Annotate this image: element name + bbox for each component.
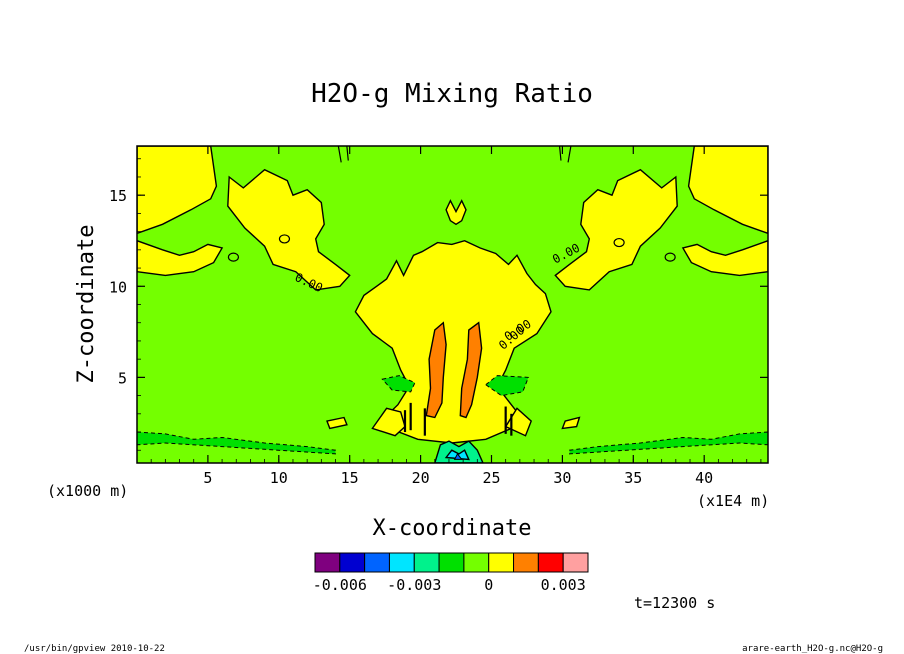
x-tick-label: 40 [695,469,713,487]
colorbar-swatch [438,552,465,573]
colorbar-swatch [463,552,490,573]
footer-right: arare-earth_H2O-g.nc@H2O-g [742,644,883,654]
contour-top-line [567,146,572,163]
contour-loop [227,252,240,262]
x-tick-label: 35 [624,469,642,487]
contour-band-mid-left [381,375,416,393]
contour-patch-right-low [561,416,581,430]
contour-patch-left-root [371,407,406,437]
x-tick-label: 5 [203,469,212,487]
plot-area: 0.000.000.000.00 [137,146,768,463]
x-tick-label: 30 [553,469,571,487]
contour-loop [664,252,676,262]
colorbar-swatch [488,552,515,573]
colorbar-swatch [364,552,390,573]
contour-region-right-band [681,239,768,277]
y-tick-label: 10 [109,278,127,296]
contour-top-line [337,146,342,163]
footer-left: /usr/bin/gpview 2010-10-22 [24,644,165,654]
x-tick-label: 20 [412,469,430,487]
y-tick-label: 5 [118,369,127,387]
contour-patch-left-low [326,416,348,430]
colorbar-tick-label: 0 [484,576,493,594]
time-label: t=12300 s [634,594,715,612]
colorbar-swatch [562,552,589,573]
y-axis: 5 10 15 [109,158,768,451]
contour-top-line [558,146,562,161]
colorbar-tick-label: -0.003 [387,576,441,594]
colorbar-tick-label: -0.006 [313,576,367,594]
colorbar-swatch [537,552,564,573]
x-tick-label: 25 [482,469,500,487]
contour-region-left-band [137,239,224,277]
colorbar-swatch [513,552,539,573]
y-axis-label: Z-coordinate [74,225,99,384]
colorbar-swatch [314,552,341,573]
x-tick-label: 15 [341,469,359,487]
y-tick-label: 15 [109,187,127,205]
colorbar-swatch [339,552,366,573]
contour-region-upper-left [137,146,218,235]
contour-region-left-arm [227,168,351,291]
chart-title: H2O-g Mixing Ratio [311,79,593,109]
contour-loop [613,237,625,248]
contour-band-low-right [569,431,768,455]
x-unit-left: (x1000 m) [47,482,128,500]
contour-region-base-blue [453,452,463,460]
contour-region-upper-right [687,146,768,235]
contour-region-core-right [459,321,483,419]
colorbar: -0.006 -0.003 0 0.003 [313,552,589,594]
contour-region-right-arm [554,168,678,291]
contour-region-core-left [425,321,447,419]
contour-top-line [346,146,349,161]
contour-band-low-left [137,431,336,455]
contour-loop [278,234,291,244]
colorbar-swatch [413,552,440,573]
contour-band-mid-right [484,375,530,397]
colorbar-tick-label: 0.003 [541,576,586,594]
colorbar-swatch [388,552,415,573]
x-axis: 5 10 15 20 25 30 35 40 [150,146,762,487]
x-tick-label: 10 [270,469,288,487]
x-axis-label: X-coordinate [373,516,532,541]
x-unit-right: (x1E4 m) [697,492,769,510]
contour-patch-top-center [445,199,467,226]
